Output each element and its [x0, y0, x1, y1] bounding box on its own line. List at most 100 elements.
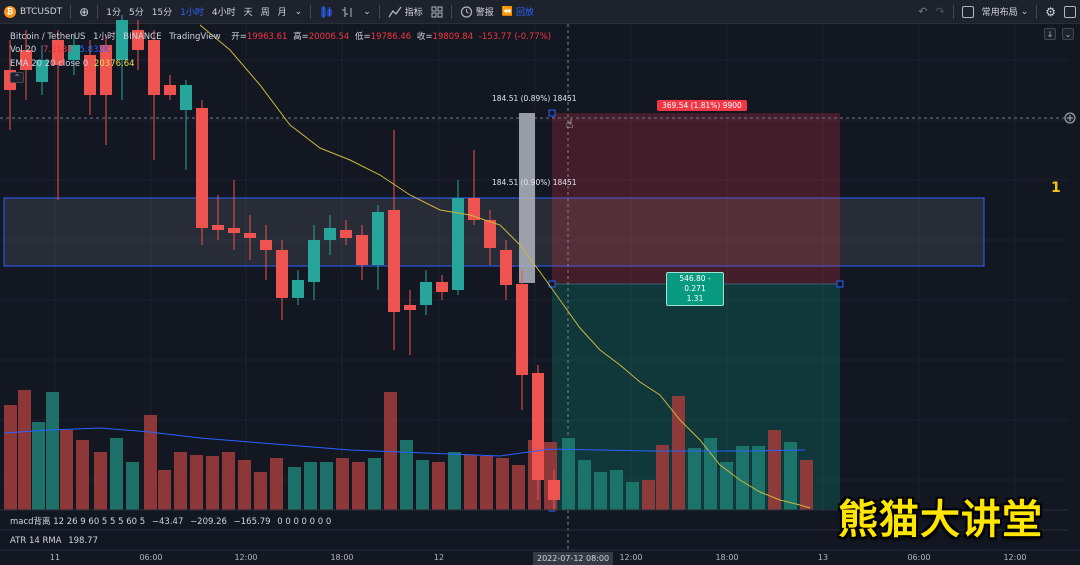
ema-label[interactable]: EMA 20 20 close 0 — [10, 59, 89, 69]
indicators-button[interactable]: 指标 — [384, 0, 427, 24]
candle-body — [260, 240, 272, 250]
time-tick: 18:00 — [715, 553, 739, 562]
side-number: 1 — [1051, 180, 1061, 196]
candle-body — [420, 282, 432, 305]
macd-label[interactable]: macd背离 12 26 9 60 5 5 5 60 5 — [10, 517, 146, 527]
time-tick: 12:00 — [234, 553, 258, 562]
vol-label[interactable]: Vol 20 — [10, 45, 37, 55]
volume-bar — [736, 446, 749, 510]
interval-1h[interactable]: 1小时 — [180, 8, 204, 18]
snapshot-icon — [1064, 5, 1076, 18]
vol-value-a: 7.318K — [42, 45, 73, 55]
snapshot-button[interactable] — [1060, 0, 1080, 24]
compare-symbol-button[interactable]: ⊕ — [75, 0, 93, 24]
risk-label-line1: 546.80 - 0.271 — [679, 274, 711, 293]
interval-1d[interactable]: 天 — [243, 8, 253, 18]
atr-label[interactable]: ATR 14 RMA — [10, 536, 62, 546]
candle-body — [388, 210, 400, 312]
candle-body — [436, 282, 448, 292]
candle-body — [404, 305, 416, 310]
fullscreen-button[interactable] — [958, 0, 978, 24]
volume-bar — [336, 458, 349, 510]
volume-bar — [400, 440, 413, 510]
candle-body — [500, 250, 512, 285]
measure-bar[interactable] — [519, 113, 535, 283]
candle-body — [132, 30, 144, 50]
replay-rewind-icon: ⏪ — [501, 6, 514, 17]
bar-style-button[interactable] — [315, 0, 337, 24]
time-tick: 06:00 — [907, 553, 931, 562]
candle-body — [292, 280, 304, 298]
atr-legend: ATR 14 RMA 198.77 — [10, 536, 98, 546]
risk-reward-label[interactable]: 546.80 - 0.271 1.31 — [666, 272, 724, 306]
undo-button[interactable]: ↶ — [914, 0, 931, 24]
legend-close-label: 收= — [416, 32, 433, 42]
candle-body — [452, 198, 464, 290]
candle-body — [276, 250, 288, 298]
volume-bar — [704, 438, 717, 510]
symbol-title[interactable]: Bitcoin / TetherUS — [10, 32, 86, 42]
vol-value-b: 5.832K — [79, 45, 110, 55]
divider — [97, 4, 99, 19]
symbol-legend: Bitcoin / TetherUS 1小时 BINANCE TradingVi… — [10, 30, 551, 42]
interval-1m[interactable]: 1分 — [106, 8, 121, 18]
volume-bar — [610, 470, 623, 510]
time-tick: 11 — [49, 553, 61, 562]
redo-button[interactable]: ↷ — [931, 0, 948, 24]
alert-button[interactable]: 警报 — [456, 0, 498, 24]
volume-bar — [238, 460, 251, 510]
candle-body — [532, 373, 544, 480]
undo-icon: ↶ — [918, 5, 928, 18]
candle-body — [308, 240, 320, 282]
interval-1w[interactable]: 周 — [260, 8, 270, 18]
time-axis[interactable]: 11 06:00 12:00 18:00 12 12:00 18:00 13 0… — [0, 550, 1080, 565]
scroll-down-icon[interactable]: ↓ — [1044, 28, 1056, 40]
interval-5m[interactable]: 5分 — [128, 8, 144, 18]
chart-type-chevron-icon[interactable]: ⌄ — [363, 6, 371, 17]
position-target-zone[interactable] — [552, 113, 840, 284]
volume-bar — [464, 455, 477, 510]
chart-grid — [0, 24, 1068, 510]
volume-bar — [288, 467, 301, 510]
legend-low-label: 低= — [355, 32, 371, 42]
candle-body — [244, 233, 256, 238]
interval-more-chevron-icon[interactable]: ⌄ — [294, 6, 303, 17]
layout-button[interactable]: 常用布局 ⌄ — [978, 0, 1033, 24]
position-handle[interactable] — [548, 109, 556, 117]
symbol-search-button[interactable]: ₿ BTCUSDT — [0, 0, 66, 24]
templates-grid-button[interactable] — [427, 0, 447, 24]
volume-bar — [416, 460, 429, 510]
volume-bar — [594, 472, 607, 510]
time-tick: 06:00 — [139, 553, 163, 562]
interval-15m[interactable]: 15分 — [151, 8, 173, 18]
volume-bar — [642, 480, 655, 510]
candle-body — [116, 20, 128, 60]
symbol-label: BTCUSDT — [20, 6, 63, 17]
volume-bar — [384, 392, 397, 510]
gear-icon: ⚙ — [1045, 4, 1056, 19]
hand-cursor-icon: ☝ — [566, 117, 574, 131]
indicators-icon — [388, 6, 402, 17]
candles-icon — [321, 5, 332, 18]
price-scale-tools: ↓ ⌄ — [1044, 28, 1074, 40]
measure-label-top: 184.51 (0.89%) 18451 — [492, 94, 577, 103]
settings-button[interactable]: ⚙ — [1041, 0, 1060, 24]
interval-1mo[interactable]: 月 — [277, 8, 287, 18]
line-style-button[interactable] — [337, 0, 359, 24]
replay-button[interactable]: ⏪ 回放 — [498, 0, 538, 24]
indicators-label: 指标 — [404, 8, 423, 18]
volume-bar — [254, 472, 267, 510]
legend-interval: 1小时 — [93, 32, 116, 42]
legend-collapse-button[interactable]: ⌃ — [10, 72, 24, 83]
position-handle[interactable] — [836, 280, 844, 288]
volume-bar — [270, 458, 283, 510]
volume-bar — [206, 456, 219, 510]
interval-4h[interactable]: 4小时 — [211, 8, 236, 18]
measure-label-mid: 184.51 (0.90%) 18451 — [492, 178, 577, 187]
target-label[interactable]: 369.54 (1.81%) 9900 — [657, 100, 747, 111]
volume-ma-line — [3, 427, 806, 457]
volume-bar — [126, 462, 139, 510]
volume-bar — [656, 445, 669, 510]
scale-options-icon[interactable]: ⌄ — [1062, 28, 1074, 40]
